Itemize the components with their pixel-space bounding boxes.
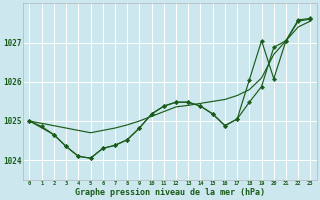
X-axis label: Graphe pression niveau de la mer (hPa): Graphe pression niveau de la mer (hPa)	[75, 188, 265, 197]
